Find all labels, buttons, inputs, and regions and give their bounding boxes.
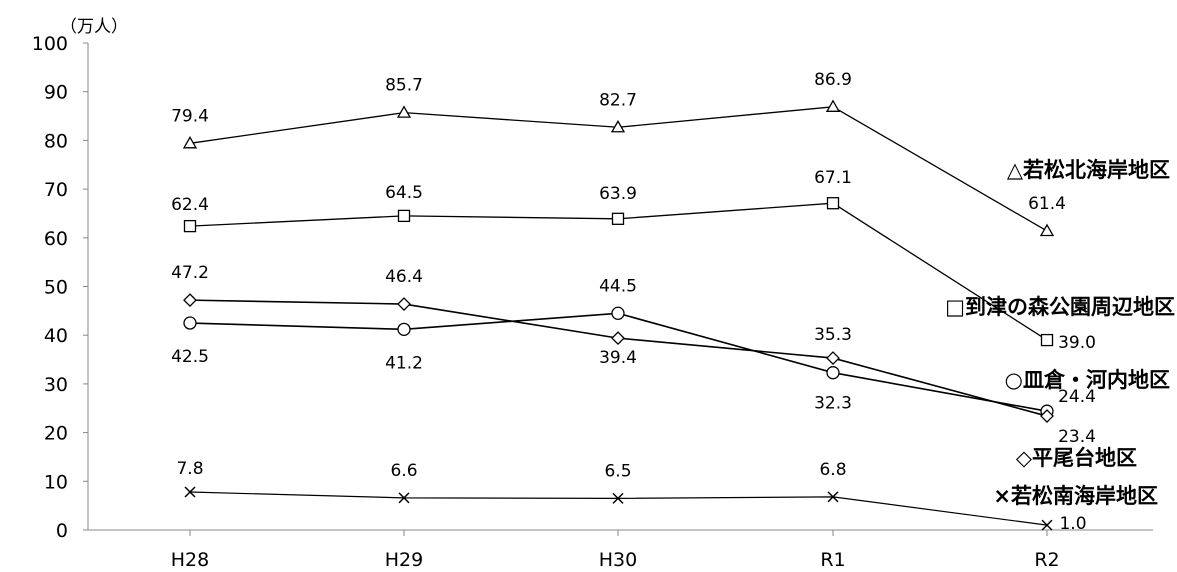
data-label: 32.3 [814,394,852,414]
series-name: 若松南海岸地区 [1010,484,1158,508]
data-label: 63.9 [599,184,637,204]
data-label: 85.7 [385,76,423,96]
data-point-circle [611,306,625,320]
diamond-icon: ◇ [1016,446,1033,470]
data-point-triangle [1039,223,1055,237]
series-name: 若松北海岸地区 [1022,158,1170,182]
circle-icon: ○ [1005,368,1023,392]
cross-icon: × [993,484,1011,508]
data-point-square [397,209,411,223]
data-point-cross [184,486,196,498]
series-name: 平尾台地区 [1032,446,1137,470]
data-label: 79.4 [171,106,209,126]
series-name: 到津の森公園周辺地区 [965,295,1175,319]
square-icon: □ [945,295,965,319]
data-point-triangle [182,136,198,149]
data-point-triangle [396,105,412,118]
data-point-square [183,219,197,233]
unit-label: （万人） [60,17,128,37]
data-label: 86.9 [814,70,852,90]
y-tick-label: 20 [44,423,68,445]
data-label: 39.0 [1058,333,1096,353]
data-point-diamond [397,297,411,311]
data-label: 6.5 [604,461,631,481]
y-tick-label: 0 [56,520,68,542]
y-tick-label: 90 [44,82,68,104]
data-point-cross [1041,519,1053,531]
series-label: □到津の森公園周辺地区 [945,295,1175,319]
x-tick-label: H29 [385,549,423,571]
y-tick-label: 50 [44,277,68,299]
y-tick-label: 40 [44,325,68,347]
data-point-square [1040,333,1054,347]
data-point-cross [827,491,839,503]
x-tick-label: R2 [1034,549,1059,571]
data-label: 7.8 [176,459,203,479]
data-point-diamond [611,331,625,346]
series-name: 皿倉・河内地区 [1023,368,1170,392]
data-label: 64.5 [385,183,423,203]
data-point-square [611,212,625,225]
data-point-triangle [825,99,841,112]
series-label: ×若松南海岸地区 [993,484,1158,508]
data-label: 6.6 [390,461,417,481]
data-label: 39.4 [599,348,637,368]
data-label: 24.4 [1058,387,1096,407]
x-tick-label: H28 [171,549,209,571]
data-label: 1.0 [1059,514,1086,534]
y-tick-label: 10 [44,471,68,493]
series-label: △若松北海岸地区 [1007,158,1170,182]
y-tick-label: 80 [44,130,68,152]
data-label: 6.8 [819,460,846,480]
y-tick-label: 60 [44,228,68,250]
data-label: 61.4 [1028,194,1066,214]
data-point-cross [398,492,410,504]
y-tick-label: 30 [44,374,68,396]
data-point-triangle [610,119,626,133]
y-tick-label: 70 [44,179,68,201]
x-tick-label: H30 [599,549,637,571]
data-point-circle [826,366,840,380]
data-label: 44.5 [599,276,637,296]
data-point-diamond [183,293,197,308]
data-label: 47.2 [171,263,209,283]
data-label: 46.4 [385,267,423,287]
data-label: 23.4 [1058,427,1096,447]
x-tick-label: R1 [820,549,845,571]
data-label: 42.5 [171,347,209,367]
data-label: 67.1 [814,168,852,188]
data-label: 41.2 [385,353,423,373]
data-label: 35.3 [814,325,852,345]
data-point-square [826,197,840,210]
data-point-circle [183,316,197,330]
data-point-diamond [1040,409,1054,423]
data-point-diamond [826,351,840,366]
data-point-cross [612,492,624,504]
data-label: 62.4 [171,195,209,215]
series-label: ◇平尾台地区 [1016,446,1137,470]
data-point-circle [397,322,411,337]
series-label: ○皿倉・河内地区 [1005,368,1170,392]
triangle-icon: △ [1007,158,1024,182]
y-tick-label: 100 [32,33,68,55]
data-label: 82.7 [599,90,637,110]
